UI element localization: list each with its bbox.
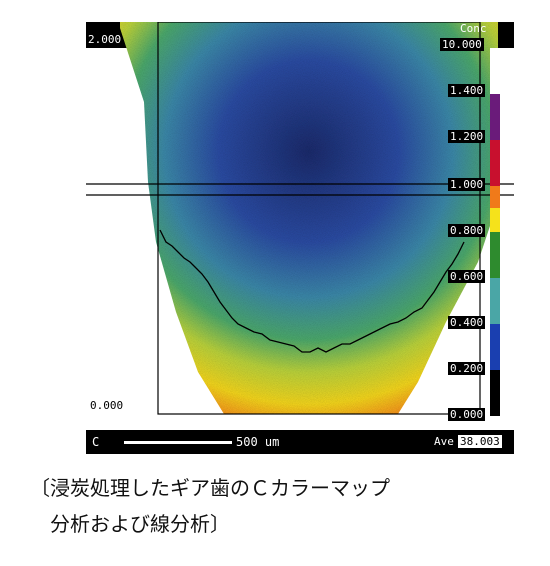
colorbar-green	[490, 232, 500, 278]
line-profile	[159, 229, 465, 353]
caption-line-2: 分析および線分析〕	[50, 512, 230, 536]
colorbar-tick-0.4: 0.400	[448, 316, 486, 329]
figure-caption: 〔浸炭処理したギア歯のＣカラーマップ 分析および線分析〕	[30, 470, 530, 542]
color-map-panel: Conc 2.000 0.000 10.000 1.400 1.200 1.00…	[86, 22, 514, 454]
scale-bar-strip: C 500 um Ave 38.003	[86, 430, 514, 454]
colorbar-black	[490, 370, 500, 416]
colorbar-orange	[490, 186, 500, 208]
colorbar-tick-1.4: 1.400	[448, 84, 486, 97]
element-label: C	[92, 435, 100, 449]
top-left-value: 2.000	[88, 33, 122, 46]
colorbar-tick-1.2: 1.200	[448, 130, 486, 143]
colorbar-cyan	[490, 278, 500, 324]
colorbar-yellow	[490, 208, 500, 232]
caption-line-1: 〔浸炭処理したギア歯のＣカラーマップ	[30, 476, 390, 500]
colorbar-tick-1.0: 1.000	[448, 178, 486, 191]
left-black-strip	[86, 22, 120, 48]
colorbar-tick-0.2: 0.200	[448, 362, 486, 375]
bottom-left-value: 0.000	[90, 399, 124, 412]
average-value: 38.003	[458, 435, 502, 448]
colorbar	[490, 48, 500, 416]
colorbar-tick-0.8: 0.800	[448, 224, 486, 237]
colorbar-tick-10: 10.000	[440, 38, 484, 51]
colorbar-red	[490, 140, 500, 186]
concentration-map	[86, 22, 514, 454]
colorbar-tick-0.6: 0.600	[448, 270, 486, 283]
colorbar-tick-0.0: 0.000	[448, 408, 486, 421]
colorbar-white	[490, 48, 500, 94]
scale-bar-line	[124, 441, 232, 444]
top-right-label: Conc	[460, 22, 487, 35]
colorbar-blue	[490, 324, 500, 370]
measurement-box	[157, 22, 481, 415]
colorbar-purple	[490, 94, 500, 140]
scale-bar-label: 500 um	[236, 435, 280, 449]
average-label: Ave	[434, 435, 454, 448]
